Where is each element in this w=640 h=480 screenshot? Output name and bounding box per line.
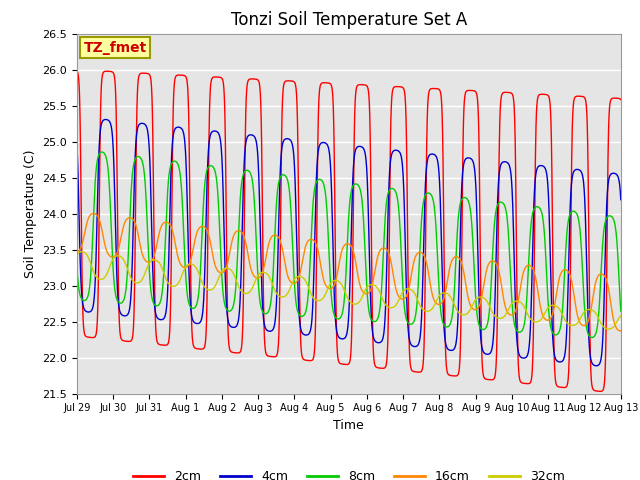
4cm — [73, 139, 81, 145]
16cm — [73, 249, 81, 254]
4cm — [593, 363, 600, 369]
4cm — [412, 344, 419, 349]
32cm — [73, 252, 81, 258]
4cm — [402, 266, 410, 272]
Line: 32cm: 32cm — [77, 252, 621, 329]
4cm — [617, 194, 625, 200]
16cm — [617, 328, 625, 334]
8cm — [402, 314, 410, 320]
Text: TZ_fmet: TZ_fmet — [84, 40, 147, 55]
16cm — [90, 211, 97, 216]
8cm — [617, 306, 625, 312]
Legend: 2cm, 4cm, 8cm, 16cm, 32cm: 2cm, 4cm, 8cm, 16cm, 32cm — [128, 465, 570, 480]
32cm — [78, 249, 86, 254]
8cm — [565, 214, 573, 219]
Y-axis label: Soil Temperature (C): Soil Temperature (C) — [24, 149, 36, 278]
8cm — [588, 335, 596, 340]
32cm — [189, 262, 197, 268]
16cm — [617, 328, 625, 334]
2cm — [225, 340, 232, 346]
2cm — [617, 96, 625, 102]
32cm — [565, 322, 573, 327]
2cm — [617, 96, 625, 102]
32cm — [225, 266, 233, 272]
8cm — [617, 308, 625, 314]
Line: 16cm: 16cm — [77, 214, 621, 331]
4cm — [225, 321, 233, 326]
32cm — [402, 287, 410, 292]
8cm — [98, 149, 106, 155]
16cm — [189, 245, 197, 251]
Line: 4cm: 4cm — [77, 120, 621, 366]
X-axis label: Time: Time — [333, 419, 364, 432]
16cm — [412, 254, 419, 260]
16cm — [402, 294, 410, 300]
16cm — [565, 271, 573, 276]
16cm — [225, 254, 233, 260]
4cm — [565, 235, 573, 240]
32cm — [605, 326, 612, 332]
2cm — [565, 358, 573, 363]
2cm — [596, 388, 604, 394]
4cm — [617, 197, 625, 203]
2cm — [189, 342, 197, 348]
32cm — [617, 313, 625, 319]
Line: 2cm: 2cm — [77, 71, 621, 391]
2cm — [402, 106, 410, 111]
Line: 8cm: 8cm — [77, 152, 621, 337]
8cm — [189, 306, 197, 312]
8cm — [225, 308, 233, 314]
8cm — [73, 262, 81, 268]
4cm — [189, 319, 197, 324]
32cm — [617, 313, 625, 319]
16cm — [616, 328, 624, 334]
4cm — [102, 117, 109, 122]
2cm — [412, 369, 419, 375]
8cm — [412, 313, 419, 319]
Title: Tonzi Soil Temperature Set A: Tonzi Soil Temperature Set A — [230, 11, 467, 29]
32cm — [412, 292, 419, 298]
2cm — [73, 68, 81, 73]
